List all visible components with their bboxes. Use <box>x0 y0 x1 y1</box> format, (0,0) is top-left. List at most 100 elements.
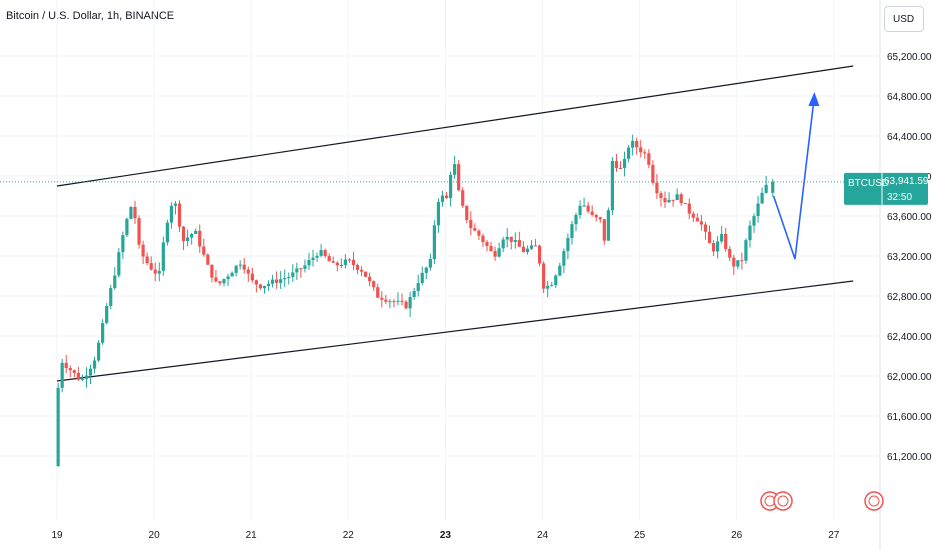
candle-body <box>343 259 347 265</box>
candle-body <box>364 271 368 277</box>
candle-body <box>703 224 708 232</box>
candle-body <box>339 264 343 266</box>
candle-body <box>351 259 356 266</box>
x-tick-label: 27 <box>828 530 840 541</box>
candle-body <box>181 226 186 242</box>
candle-body <box>716 241 720 252</box>
candle-body <box>643 152 647 154</box>
candle-body <box>691 213 695 218</box>
candle-body <box>756 203 760 217</box>
candle-body <box>574 214 578 225</box>
candle-body <box>465 205 469 221</box>
y-tick-label: 64,400.00 <box>887 132 932 143</box>
candle-body <box>173 203 178 206</box>
candle-body <box>84 375 89 379</box>
currency-button[interactable]: USD <box>884 6 924 32</box>
candle-body <box>695 217 699 222</box>
candle-body <box>80 378 85 380</box>
candle-body <box>671 199 675 201</box>
candle-body <box>380 297 384 300</box>
candle-body <box>448 174 453 199</box>
x-tick-label: 26 <box>731 530 743 541</box>
candle-body <box>283 278 287 280</box>
candle-body <box>270 279 275 284</box>
candle-body <box>161 242 165 271</box>
candle-body <box>198 230 202 247</box>
candle-body <box>521 246 526 253</box>
candle-body <box>347 259 352 261</box>
grid <box>0 0 881 550</box>
candle-body <box>647 153 651 165</box>
candle-body <box>740 260 744 262</box>
candle-body <box>76 372 80 380</box>
candle-body <box>96 342 101 361</box>
overlay <box>0 92 880 260</box>
candle-body <box>109 288 113 307</box>
candle-body <box>489 246 493 252</box>
candle-body <box>667 199 671 203</box>
candle-body <box>303 265 307 269</box>
y-tick-label: 62,000.00 <box>887 372 932 383</box>
event-icons <box>760 491 884 511</box>
candle-body <box>396 300 400 302</box>
candle-body <box>92 360 97 369</box>
candle-body <box>275 279 279 283</box>
candle-body <box>517 240 521 247</box>
candle-body <box>711 243 716 252</box>
candle-body <box>210 264 214 278</box>
flag-us-icon[interactable] <box>864 491 884 511</box>
price-axis: 65,200.0064,800.0064,400.0064,000.0063,6… <box>887 52 932 463</box>
x-tick-label: 25 <box>634 530 646 541</box>
candle-body <box>748 225 752 241</box>
candle-body <box>529 245 534 249</box>
candle-body <box>752 216 756 226</box>
candle-body <box>117 252 121 276</box>
candles <box>56 134 775 468</box>
x-tick-label: 23 <box>440 530 452 541</box>
y-tick-label: 65,200.00 <box>887 52 932 63</box>
candle-body <box>570 224 574 239</box>
x-tick-label: 20 <box>149 530 161 541</box>
candle-body <box>732 257 736 267</box>
candle-body <box>133 207 137 219</box>
candle-body <box>586 205 590 212</box>
candle-body <box>618 168 623 170</box>
candle-body <box>177 203 182 227</box>
candle-body <box>218 281 222 284</box>
channel-upper-line <box>56 65 854 187</box>
candle-body <box>355 265 360 270</box>
candle-body <box>64 362 68 369</box>
channel-lower-line <box>56 280 854 382</box>
candle-body <box>129 207 133 219</box>
candle-body <box>165 222 169 243</box>
flag-us-icon[interactable] <box>773 491 793 511</box>
candle-body <box>262 285 267 289</box>
candle-body <box>675 194 679 201</box>
x-tick-label: 19 <box>51 530 63 541</box>
price-badge-price: 63,941.59 <box>884 176 929 187</box>
candle-body <box>384 299 388 302</box>
candle-body <box>226 276 230 280</box>
candle-body <box>683 203 687 205</box>
candle-body <box>505 236 509 240</box>
candle-body <box>404 301 408 309</box>
candle-body <box>101 323 105 343</box>
candle-body <box>473 228 477 231</box>
candle-body <box>113 275 117 289</box>
candle-body <box>635 140 639 148</box>
candle-body <box>513 240 517 242</box>
candle-body <box>88 368 93 376</box>
candle-body <box>234 265 238 273</box>
candle-body <box>687 203 691 214</box>
candle-body <box>254 280 258 285</box>
y-tick-label: 64,800.00 <box>887 92 932 103</box>
candle-body <box>125 218 129 236</box>
candle-body <box>501 239 505 249</box>
candle-body <box>699 221 704 225</box>
candle-body <box>558 265 562 276</box>
candle-body <box>469 220 473 229</box>
candle-body <box>68 368 72 371</box>
candle-body <box>266 283 271 286</box>
candle-body <box>359 269 364 272</box>
